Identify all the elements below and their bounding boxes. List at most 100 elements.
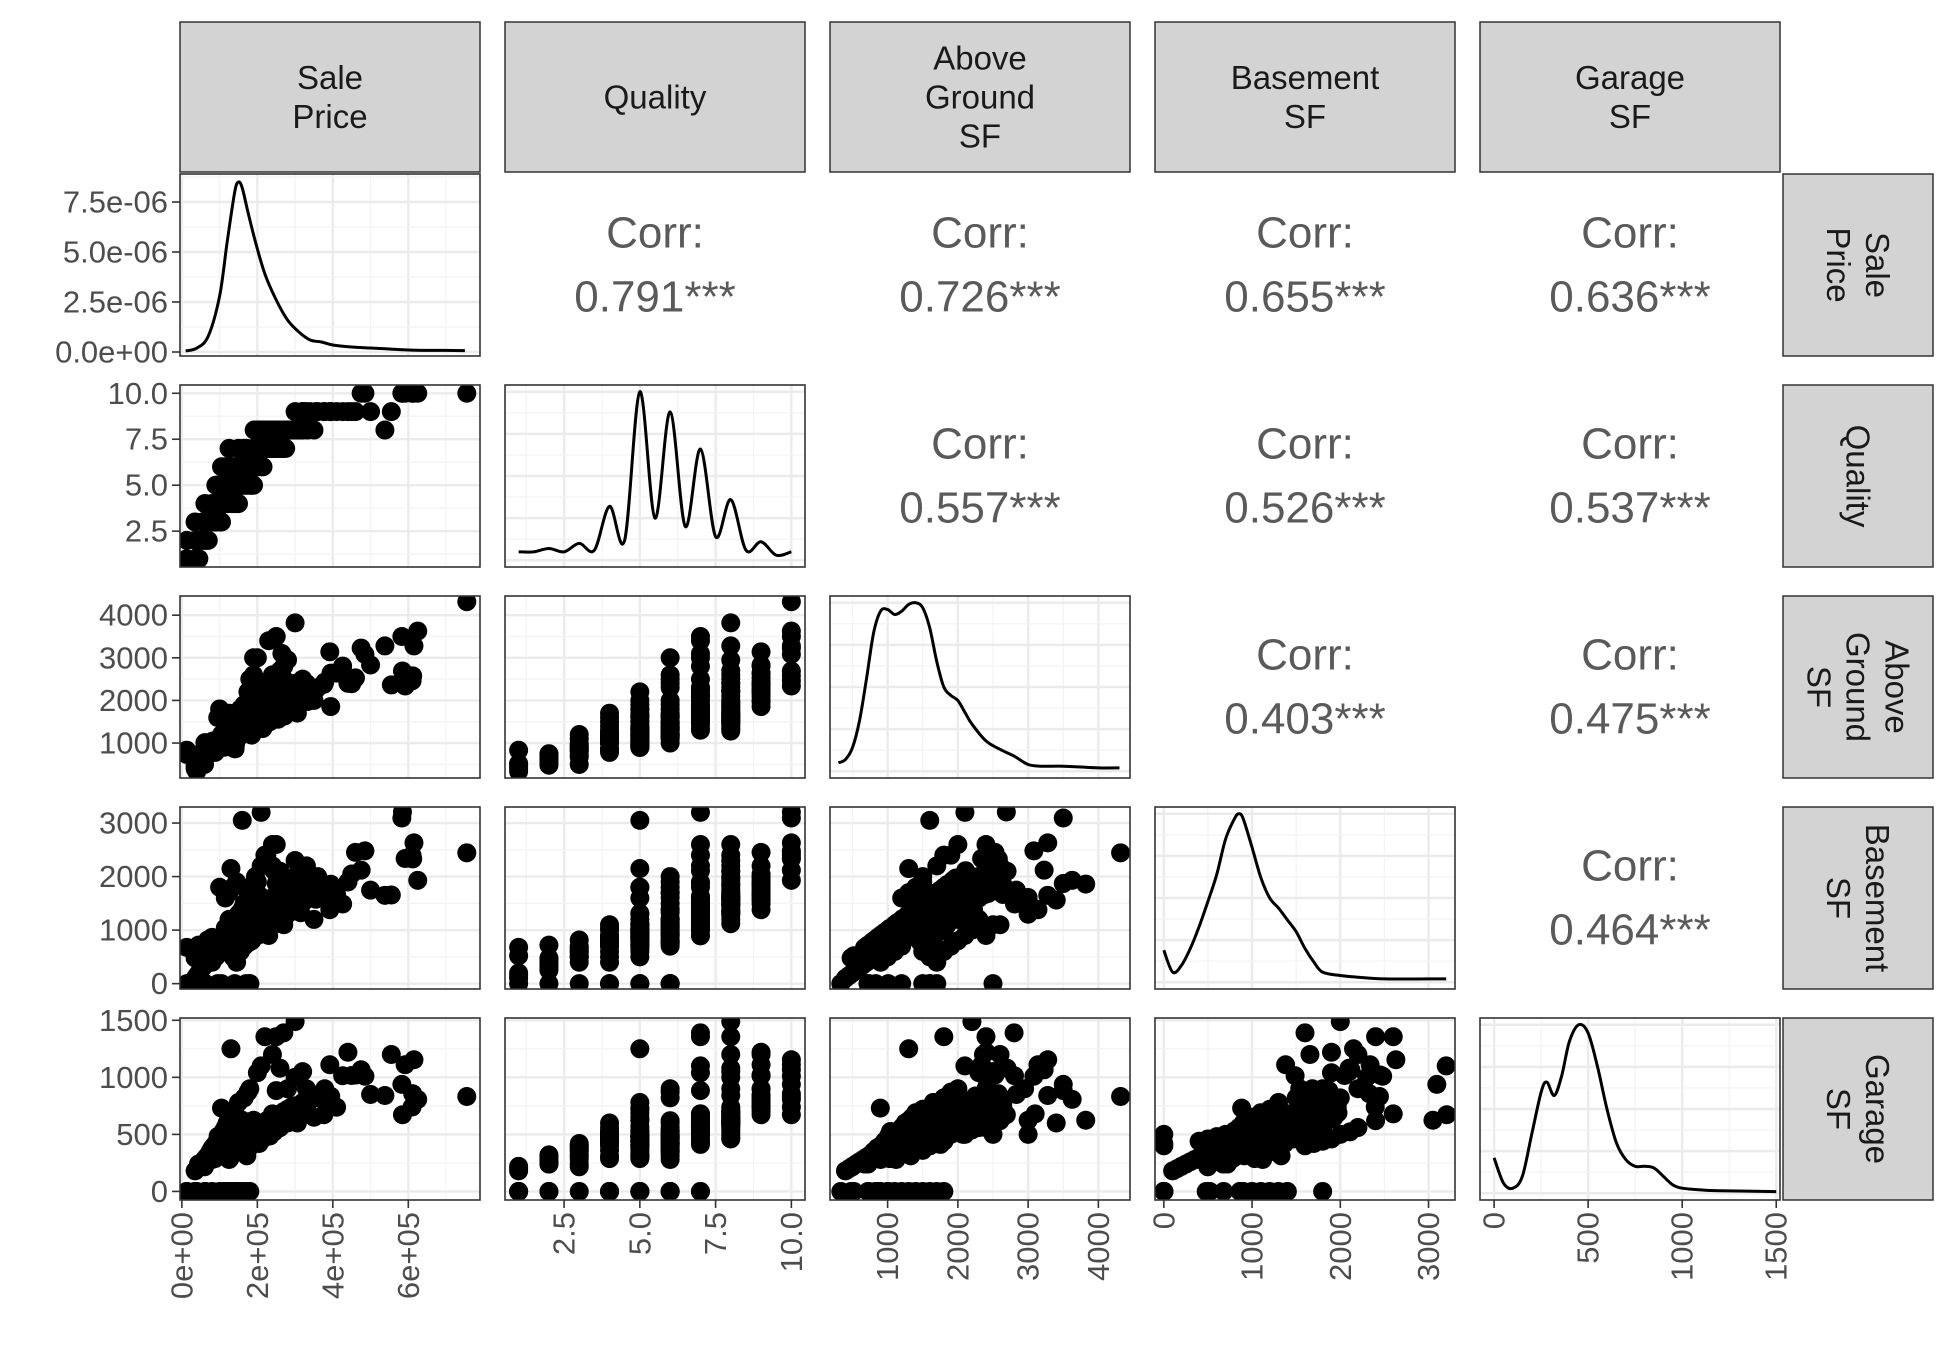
density-panel-garage_sf-garage_sf [1480,1018,1780,1200]
data-point [212,512,232,532]
density-panel-above_ground_sf-above_ground_sf [830,596,1130,778]
data-point [781,841,801,861]
data-point [721,888,741,908]
data-point [690,1063,710,1083]
data-point [1330,1088,1350,1108]
strip-top-label: Quality [604,79,707,116]
data-point [913,867,933,887]
data-point [375,1085,395,1105]
data-point [212,936,232,956]
data-point [976,1118,996,1138]
data-point [660,915,680,935]
corr-panel-sale_price-basement_sf: Corr: 0.655*** [1224,209,1385,322]
data-point [227,457,247,477]
x-tick-label: 2e+05 [240,1212,275,1299]
scatter-points-garage_sf-sale_price [180,1018,477,1200]
data-point [934,1181,954,1200]
data-point [262,438,282,458]
y-tick-label: 500 [116,1117,168,1152]
data-point [721,613,741,633]
data-point [392,808,412,828]
data-point [858,974,878,989]
y-tick-label: 2000 [99,683,168,718]
scatter-points-garage_sf-basement_sf [1155,1018,1455,1200]
data-point [1383,1027,1403,1047]
data-point [1245,1149,1265,1169]
strip-top-label: Price [292,98,367,135]
data-point [721,695,741,715]
corr-panel-basement_sf-garage_sf: Corr: 0.464*** [1549,842,1710,955]
data-point [227,1129,247,1149]
data-point [345,842,365,862]
x-tick-label: 2000 [1323,1212,1358,1281]
data-point [751,656,771,676]
data-point [266,626,286,646]
corr-value: 0.464*** [1549,906,1710,955]
data-point [1313,1181,1333,1200]
data-point [457,385,477,403]
data-point [569,974,589,989]
data-point [255,1027,275,1047]
data-point [962,920,982,940]
density-panel-sale_price-sale_price [180,174,480,356]
data-point [223,475,243,495]
corr-panel-quality-basement_sf: Corr: 0.526*** [1224,420,1385,533]
data-point [351,638,371,658]
data-point [1295,1120,1315,1140]
x-tick-label: 2.5 [547,1212,582,1255]
data-point [392,1074,412,1094]
density-curve-sale_price [185,180,465,353]
data-point [600,703,620,723]
data-point [212,974,232,989]
corr-value: 0.655*** [1224,273,1385,322]
data-point [690,888,710,908]
data-point [395,676,415,696]
data-point [1076,874,1096,894]
data-point [1155,1181,1174,1200]
strip-right-label: Sale [1859,232,1896,298]
y-tick-label: 2.5 [125,514,168,549]
data-point [721,1062,741,1082]
data-point [221,1039,241,1059]
data-point [569,936,589,956]
data-point [835,968,855,988]
data-point [240,1181,260,1200]
data-point [948,909,968,929]
scatter-points-garage_sf-above_ground_sf [831,1018,1130,1200]
data-point [509,1181,529,1200]
data-point [296,402,316,422]
data-point [630,1131,650,1151]
data-point [1330,1124,1350,1144]
corr-value: 0.475*** [1549,695,1710,744]
x-tick-label: 3000 [1411,1212,1446,1281]
data-point [1300,1045,1320,1065]
data-point [927,1118,947,1138]
data-point [408,870,428,890]
strip-right-label: SF [1820,1088,1857,1130]
scatter-points-above_ground_sf-sale_price [180,596,477,778]
y-tick-label: 10.0 [108,376,168,411]
data-point [1053,874,1073,894]
corr-label: Corr: [606,209,704,258]
x-axis-basement_sf: 0 1000 2000 3000 [1146,1200,1446,1281]
data-point [315,884,335,904]
data-point [1198,1129,1218,1149]
data-point [660,648,680,668]
corr-label: Corr: [931,420,1029,469]
data-point [1295,1102,1315,1122]
data-point [990,1111,1010,1131]
data-point [962,888,982,908]
data-point [690,1027,710,1047]
data-point [962,1120,982,1140]
x-tick-label: 2000 [940,1212,975,1281]
data-point [660,1124,680,1144]
x-tick-label: 3000 [1011,1212,1046,1281]
data-point [320,642,340,662]
data-point [569,1181,589,1200]
data-point [1025,1104,1045,1124]
corr-value: 0.726*** [899,273,1060,322]
data-point [1386,1050,1406,1070]
data-point [304,1107,324,1127]
data-point [721,1045,741,1065]
data-point [1330,1018,1350,1032]
